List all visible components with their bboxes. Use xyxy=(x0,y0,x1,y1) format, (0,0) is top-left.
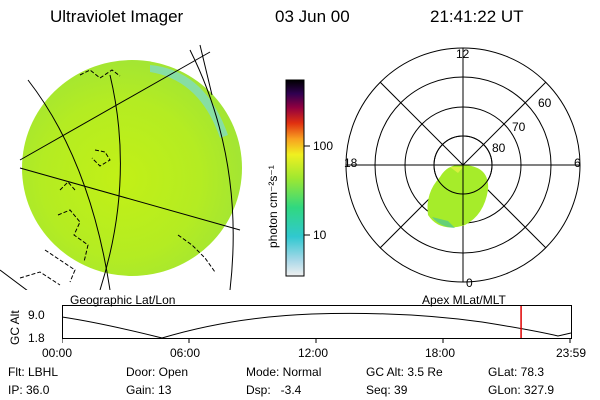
colorbar-tick-100: 100 xyxy=(313,139,334,153)
dsp-info: Dsp: -3.4 xyxy=(246,383,302,397)
geographic-image-panel xyxy=(0,44,242,290)
geo-latitude-info: GLat: 78.3 xyxy=(488,365,545,379)
time-tick-1800: 18:00 xyxy=(425,346,456,360)
colorbar-gradient xyxy=(285,79,305,277)
mlat-label-60: 60 xyxy=(538,96,552,110)
altitude-axis-label: GC Alt xyxy=(8,310,22,345)
ip-info: IP: 36.0 xyxy=(8,383,50,397)
time-tick-0600: 06:00 xyxy=(170,346,201,360)
mlt-label-0: 0 xyxy=(466,276,473,290)
auroral-oval-emission xyxy=(427,164,489,228)
polar-mlt-panel xyxy=(345,47,581,283)
geo-longitude-info: GLon: 327.9 xyxy=(488,383,555,397)
sequence-info: Seq: 39 xyxy=(366,383,408,397)
image-time: 21:41:22 UT xyxy=(430,7,524,26)
earth-disk-emission xyxy=(22,60,242,276)
mode-info: Mode: Normal xyxy=(246,365,322,379)
gain-info: Gain: 13 xyxy=(126,383,172,397)
instrument-title: Ultraviolet Imager xyxy=(50,7,184,26)
mlat-label-80: 80 xyxy=(492,141,506,155)
altitude-max-label: 9.0 xyxy=(28,308,45,322)
color-scale-bar xyxy=(285,79,310,277)
colorbar-unit-label: photon cm⁻²s⁻¹ xyxy=(266,165,280,248)
orbit-altitude-curve xyxy=(62,312,572,339)
altitude-strip-plot xyxy=(62,305,572,343)
door-info: Door: Open xyxy=(126,365,189,379)
time-tick-1200: 12:00 xyxy=(298,346,329,360)
lat-lon-grid xyxy=(0,44,241,290)
colorbar-tick-10: 10 xyxy=(313,228,327,242)
gc-altitude-info: GC Alt: 3.5 Re xyxy=(366,365,443,379)
mlat-label-70: 70 xyxy=(512,120,526,134)
mlt-label-6: 6 xyxy=(574,156,581,170)
coastline-outlines xyxy=(19,69,216,286)
geographic-panel-label: Geographic Lat/Lon xyxy=(70,293,176,307)
image-date: 03 Jun 00 xyxy=(275,7,350,26)
altitude-min-label: 1.8 xyxy=(28,331,45,345)
time-tick-2359: 23:59 xyxy=(556,346,587,360)
filter-info: Flt: LBHL xyxy=(8,365,59,379)
mlt-label-18: 18 xyxy=(344,156,358,170)
time-tick-0000: 00:00 xyxy=(42,346,73,360)
mlt-label-12: 12 xyxy=(456,47,470,61)
polar-panel-label: Apex MLat/MLT xyxy=(422,293,506,307)
